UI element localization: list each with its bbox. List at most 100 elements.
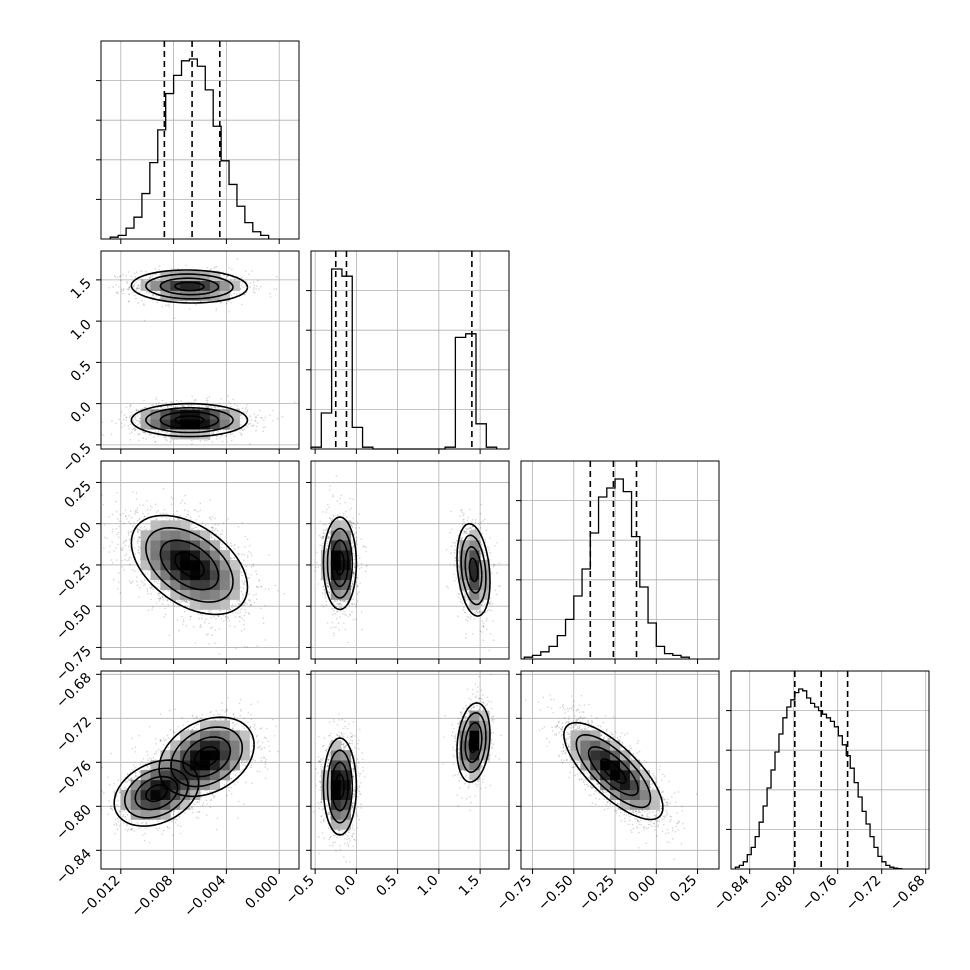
density-cell xyxy=(610,789,621,800)
density-cell xyxy=(180,550,191,561)
density-cell xyxy=(219,550,230,561)
density-cell xyxy=(150,789,161,800)
density-cell xyxy=(190,579,201,590)
x-tick-label: −0.80 xyxy=(755,873,797,915)
contour-line xyxy=(113,759,200,827)
contour-line xyxy=(326,527,354,599)
density-cell xyxy=(170,419,181,430)
y-tick-label: −0.5 xyxy=(59,440,94,475)
density-cell xyxy=(219,599,230,610)
density-cell xyxy=(469,569,480,581)
density-cell xyxy=(170,530,181,541)
hist-panel-3 xyxy=(726,670,930,870)
density-cell xyxy=(479,750,490,761)
density-cell xyxy=(330,579,341,590)
density-cell xyxy=(209,550,221,561)
panel-frame xyxy=(520,670,720,870)
density-cell xyxy=(620,770,631,781)
density-cell xyxy=(590,770,601,781)
contour-line xyxy=(456,522,491,617)
density-cell xyxy=(150,550,161,561)
density-cell xyxy=(200,290,211,301)
density-cell xyxy=(330,750,341,761)
contour-line xyxy=(468,557,479,583)
contour-line xyxy=(330,539,349,588)
density-cell xyxy=(200,530,211,541)
density-cell xyxy=(130,779,141,791)
contour-line xyxy=(464,721,483,764)
density-cell xyxy=(340,809,351,820)
density-cell xyxy=(219,589,230,600)
contour-line xyxy=(123,767,189,819)
density-cell xyxy=(330,799,341,810)
x-tick-label: −0.5 xyxy=(283,873,318,908)
density-cell xyxy=(340,530,351,541)
density-cell xyxy=(170,589,181,600)
density-cell xyxy=(469,710,480,721)
contour-line xyxy=(145,406,234,434)
density-cell xyxy=(320,550,332,561)
density-cell xyxy=(140,409,151,420)
y-tick-label: 0.25 xyxy=(61,478,94,511)
density-cell xyxy=(459,750,470,761)
density-cell xyxy=(190,429,201,440)
density-cell xyxy=(469,589,480,600)
density-cell xyxy=(200,730,211,741)
panel-frame xyxy=(100,670,300,870)
density-cell xyxy=(150,419,161,430)
density-cell xyxy=(570,740,581,751)
density-cell xyxy=(219,569,230,581)
density-cell xyxy=(170,540,181,551)
histogram-3 xyxy=(734,688,903,870)
density-cell xyxy=(180,280,191,291)
density-cell xyxy=(580,740,591,751)
contour-line xyxy=(174,551,205,579)
density-cell xyxy=(170,569,181,581)
density-cell xyxy=(209,740,221,751)
density-cell xyxy=(190,530,201,541)
density-cell xyxy=(629,779,641,791)
density-cell xyxy=(190,290,201,301)
density-cell xyxy=(140,560,151,571)
density-cell xyxy=(219,730,230,741)
density-cell xyxy=(209,270,221,281)
y-tick-label: 1.5 xyxy=(68,275,95,302)
density-cell xyxy=(150,799,161,810)
x-tick-label: −0.50 xyxy=(535,873,577,915)
density-cell xyxy=(209,750,221,761)
density-cell xyxy=(330,540,341,551)
density-cell xyxy=(160,520,171,531)
contour-line xyxy=(468,731,479,754)
density-panel-3-2 xyxy=(520,670,720,870)
density-cell xyxy=(600,770,611,781)
contour-line xyxy=(330,761,349,812)
density-cell xyxy=(620,789,631,800)
density-cell xyxy=(200,409,211,420)
density-cell xyxy=(219,409,230,420)
density-panel-3-0 xyxy=(100,670,300,870)
density-cell xyxy=(340,760,351,771)
density-cell xyxy=(219,770,230,781)
density-cell xyxy=(209,569,221,581)
density-cell xyxy=(209,720,221,731)
density-cell xyxy=(340,770,351,781)
density-cell xyxy=(180,530,191,541)
density-cell xyxy=(330,520,341,531)
density-cell xyxy=(180,270,191,281)
density-cell xyxy=(209,409,221,420)
contour-line xyxy=(464,545,483,594)
density-cell xyxy=(229,560,240,571)
contour-line xyxy=(174,281,205,292)
density-cell xyxy=(620,779,631,791)
density-cells xyxy=(140,520,240,610)
density-cell xyxy=(590,750,601,761)
density-cell xyxy=(170,409,181,420)
density-cell xyxy=(160,540,171,551)
density-cell xyxy=(580,750,591,761)
x-tick-label: −0.012 xyxy=(76,873,124,921)
panel-frame xyxy=(730,670,930,870)
contour-line xyxy=(460,711,487,774)
density-cell xyxy=(180,540,191,551)
density-cell xyxy=(160,569,171,581)
